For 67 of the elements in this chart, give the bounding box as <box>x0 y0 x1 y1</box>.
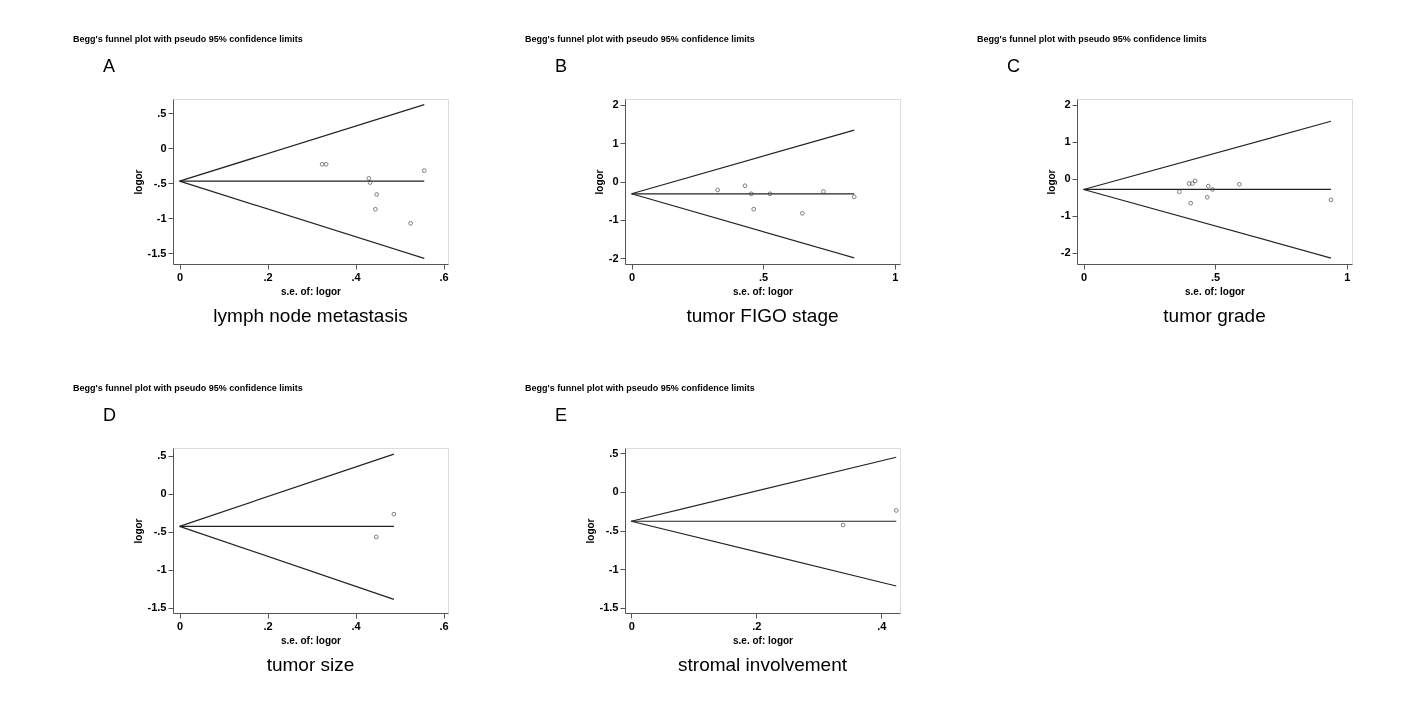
x-axis-title: s.e. of: logor <box>281 285 342 297</box>
text: tumor grade <box>1163 305 1266 326</box>
y-tick-label: -1 <box>1060 209 1071 222</box>
x-tick-label: .2 <box>263 270 273 283</box>
x-tick-label: .6 <box>439 619 449 632</box>
y-tick-label: -2 <box>608 251 619 264</box>
y-tick-label: 1 <box>612 136 619 149</box>
x-tick-label: .4 <box>351 270 362 283</box>
y-tick-label: 0 <box>612 175 619 187</box>
x-tick-label: 1 <box>1344 270 1351 283</box>
y-tick-label: 0 <box>160 487 167 500</box>
text: B <box>555 56 568 76</box>
y-tick-label: .5 <box>609 446 619 459</box>
y-tick-label: 2 <box>1064 98 1071 111</box>
x-tick-label: .2 <box>752 619 762 632</box>
y-tick-label: -1.5 <box>147 601 167 614</box>
x-tick-label: .6 <box>439 270 449 283</box>
x-tick-label: 0 <box>628 619 635 632</box>
x-tick-label: .4 <box>877 619 888 632</box>
y-tick-label: -.5 <box>153 525 167 538</box>
y-tick-label: -1 <box>608 562 619 575</box>
text: C <box>1007 56 1020 76</box>
text: A <box>103 56 116 76</box>
y-tick-label: -.5 <box>605 524 619 536</box>
x-tick-label: 1 <box>892 270 899 283</box>
y-axis-title: logor <box>132 518 144 544</box>
y-axis-title: logor <box>132 169 144 195</box>
y-tick-label: 0 <box>612 485 619 498</box>
x-axis-title: s.e. of: logor <box>1185 285 1246 297</box>
x-tick-label: 0 <box>177 270 184 283</box>
y-tick-label: 2 <box>612 98 619 111</box>
text: tumor size <box>266 654 355 675</box>
text: stromal involvement <box>678 654 848 675</box>
y-tick-label: -2 <box>1060 246 1071 259</box>
y-tick-label: -1 <box>156 563 167 576</box>
x-tick-label: 0 <box>629 270 636 283</box>
chart-title: Begg's funnel plot with pseudo 95% confidence limits <box>525 34 755 44</box>
y-tick-label: .5 <box>157 449 167 462</box>
chart-title: Begg's funnel plot with pseudo 95% confidence limits <box>73 34 303 44</box>
y-tick-label: 1 <box>1064 135 1071 148</box>
y-tick-label: .5 <box>157 106 167 119</box>
x-axis-title: s.e. of: logor <box>281 634 342 646</box>
chart-title: Begg's funnel plot with pseudo 95% confidence limits <box>525 383 755 393</box>
y-tick-label: -.5 <box>153 176 167 189</box>
y-tick-label: -1.5 <box>147 246 167 259</box>
text: E <box>555 405 568 425</box>
y-tick-label: -1.5 <box>599 601 619 614</box>
text: D <box>103 405 116 425</box>
chart-title: Begg's funnel plot with pseudo 95% confidence limits <box>73 383 303 393</box>
y-tick-label: -1 <box>608 213 619 226</box>
x-tick-label: .5 <box>1211 270 1221 283</box>
x-tick-label: .5 <box>759 270 769 283</box>
x-axis-title: s.e. of: logor <box>733 634 794 646</box>
x-tick-label: .2 <box>263 619 273 632</box>
x-axis-title: s.e. of: logor <box>733 285 794 297</box>
y-tick-label: -1 <box>156 211 167 224</box>
y-axis-title: logor <box>1045 169 1057 195</box>
y-axis-title: logor <box>584 518 596 544</box>
x-tick-label: 0 <box>1081 270 1088 283</box>
text: lymph node metastasis <box>213 305 408 326</box>
y-tick-label: 0 <box>160 141 167 154</box>
text: tumor FIGO stage <box>686 305 839 326</box>
y-axis-title: logor <box>593 169 605 195</box>
chart-title: Begg's funnel plot with pseudo 95% confidence limits <box>977 34 1207 44</box>
y-tick-label: 0 <box>1064 172 1071 185</box>
x-tick-label: .4 <box>351 619 362 632</box>
x-tick-label: 0 <box>177 619 184 632</box>
